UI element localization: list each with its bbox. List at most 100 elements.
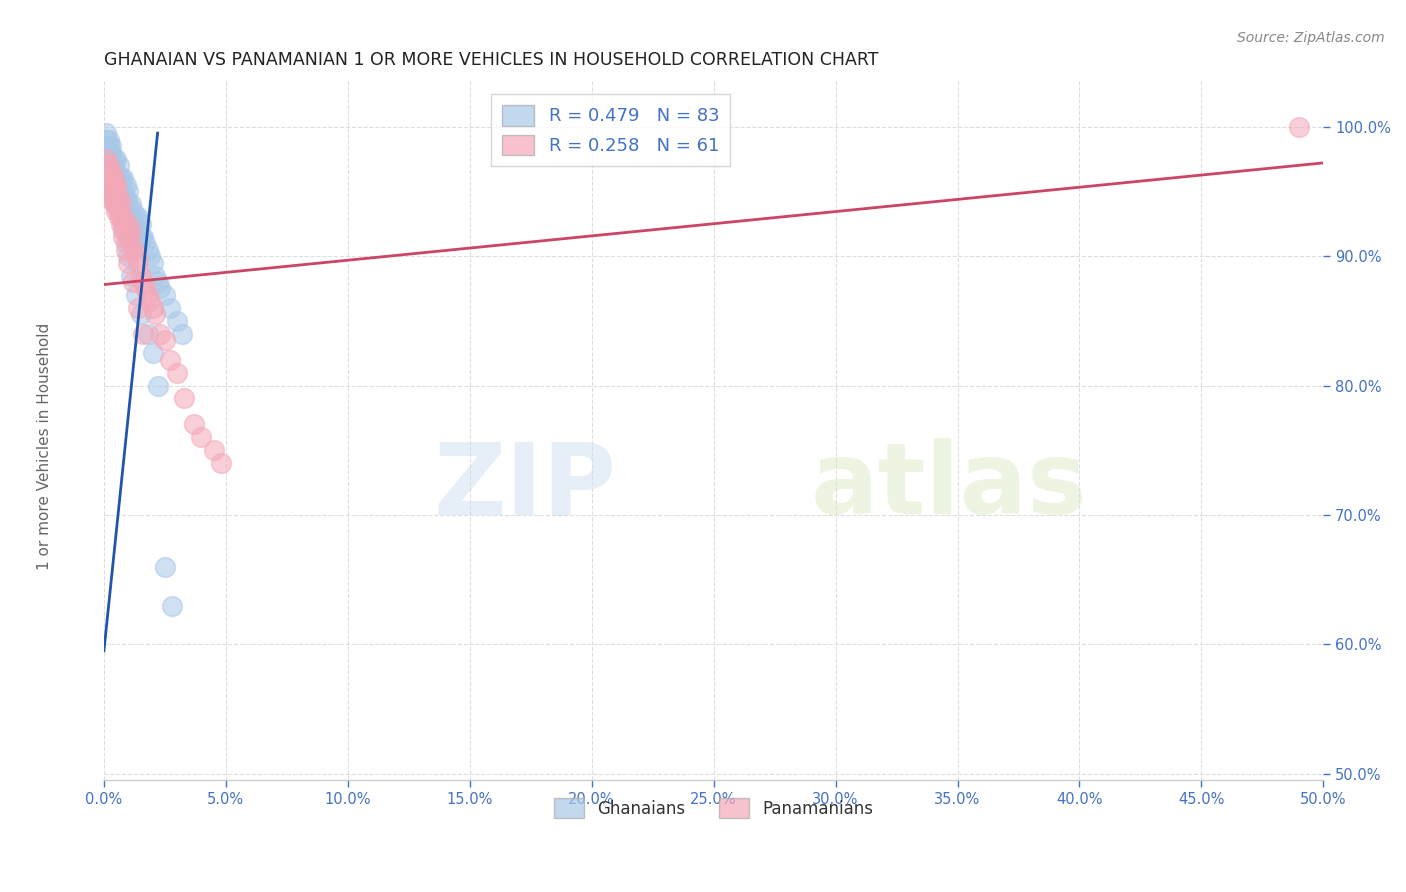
Point <box>103 171 125 186</box>
Point <box>103 171 125 186</box>
Point <box>112 203 135 218</box>
Point <box>127 211 149 225</box>
Point <box>110 211 132 225</box>
Point <box>142 346 165 360</box>
Point <box>97 132 120 146</box>
Point <box>117 229 139 244</box>
Point <box>115 211 138 225</box>
Point <box>103 159 125 173</box>
Point <box>146 378 169 392</box>
Point <box>100 165 122 179</box>
Point <box>112 185 135 199</box>
Point <box>110 197 132 211</box>
Point <box>120 223 142 237</box>
Point <box>103 191 125 205</box>
Point <box>122 243 145 257</box>
Point <box>96 132 118 146</box>
Point <box>124 223 146 237</box>
Point <box>115 178 138 192</box>
Point <box>190 430 212 444</box>
Point <box>136 288 159 302</box>
Point <box>110 197 132 211</box>
Point <box>127 301 149 315</box>
Text: Source: ZipAtlas.com: Source: ZipAtlas.com <box>1237 31 1385 45</box>
Point <box>96 159 118 173</box>
Point <box>97 152 120 166</box>
Point <box>97 171 120 186</box>
Point <box>134 281 156 295</box>
Point <box>117 185 139 199</box>
Point <box>170 326 193 341</box>
Point <box>120 236 142 251</box>
Point <box>103 178 125 192</box>
Point <box>110 197 132 211</box>
Point <box>96 126 118 140</box>
Point <box>139 249 162 263</box>
Point <box>97 171 120 186</box>
Text: 1 or more Vehicles in Household: 1 or more Vehicles in Household <box>38 322 52 570</box>
Point <box>143 268 166 283</box>
Point <box>97 159 120 173</box>
Point <box>209 456 232 470</box>
Point <box>100 178 122 192</box>
Point <box>105 178 128 192</box>
Point <box>166 314 188 328</box>
Point <box>129 307 152 321</box>
Point <box>153 288 176 302</box>
Point <box>139 294 162 309</box>
Point <box>120 197 142 211</box>
Point <box>115 236 138 251</box>
Point <box>105 165 128 179</box>
Point <box>96 178 118 192</box>
Point <box>183 417 205 432</box>
Point <box>105 203 128 218</box>
Point <box>105 191 128 205</box>
Point <box>103 191 125 205</box>
Point <box>100 152 122 166</box>
Point <box>115 223 138 237</box>
Point <box>127 255 149 269</box>
Point <box>142 301 165 315</box>
Point <box>124 211 146 225</box>
Legend: Ghanaians, Panamanians: Ghanaians, Panamanians <box>547 792 880 824</box>
Point <box>124 249 146 263</box>
Point <box>100 185 122 199</box>
Point <box>149 281 172 295</box>
Point <box>142 255 165 269</box>
Point <box>132 229 155 244</box>
Point <box>122 203 145 218</box>
Point <box>136 326 159 341</box>
Point <box>103 197 125 211</box>
Point <box>105 178 128 192</box>
Point <box>107 191 129 205</box>
Point <box>100 145 122 160</box>
Point <box>105 185 128 199</box>
Point <box>124 288 146 302</box>
Point <box>96 152 118 166</box>
Point <box>100 191 122 205</box>
Point <box>107 159 129 173</box>
Point <box>112 211 135 225</box>
Point <box>103 185 125 199</box>
Point <box>122 217 145 231</box>
Text: ZIP: ZIP <box>433 438 616 535</box>
Point <box>100 139 122 153</box>
Point <box>173 392 195 406</box>
Point <box>143 307 166 321</box>
Point <box>105 197 128 211</box>
Point <box>110 171 132 186</box>
Point <box>159 352 181 367</box>
Point <box>107 171 129 186</box>
Point <box>100 178 122 192</box>
Point <box>1288 120 1310 134</box>
Point <box>120 211 142 225</box>
Point <box>100 165 122 179</box>
Point <box>115 191 138 205</box>
Point <box>117 211 139 225</box>
Point <box>97 171 120 186</box>
Point <box>100 165 122 179</box>
Point <box>120 268 142 283</box>
Point <box>97 139 120 153</box>
Point <box>105 178 128 192</box>
Point <box>127 223 149 237</box>
